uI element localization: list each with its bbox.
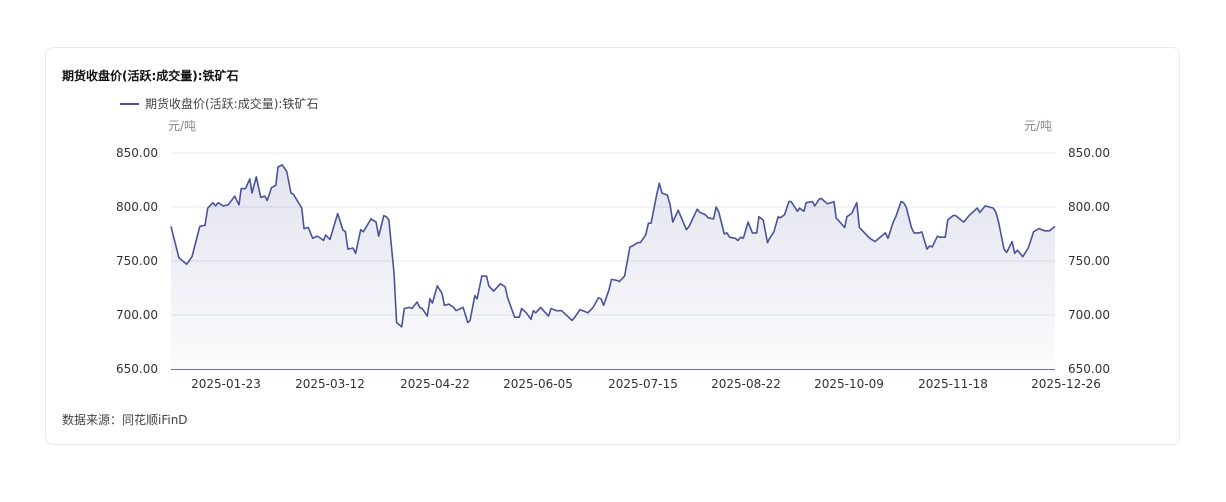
chart-title: 期货收盘价(活跃:成交量):铁矿石 [62,69,239,83]
y-tick-label-left: 700.00 [116,308,158,322]
y-tick-label-right: 850.00 [1068,146,1110,160]
area-fill [171,164,1055,369]
y-axis-left-unit: 元/吨 [168,119,197,133]
y-tick-label-left: 800.00 [116,200,158,214]
x-tick-label: 2025-01-23 [191,377,261,391]
y-tick-label-left: 650.00 [116,362,158,376]
y-tick-label-right: 750.00 [1068,254,1110,268]
y-tick-label-right: 700.00 [1068,308,1110,322]
legend-label: 期货收盘价(活跃:成交量):铁矿石 [145,97,319,111]
chart-card [45,47,1180,445]
x-tick-label: 2025-03-12 [295,377,365,391]
y-tick-label-left: 850.00 [116,146,158,160]
x-tick-label: 2025-08-22 [711,377,781,391]
y-tick-label-right: 800.00 [1068,200,1110,214]
x-tick-label: 2025-06-05 [503,377,573,391]
x-tick-label: 2025-10-09 [814,377,884,391]
data-source: 数据来源：同花顺iFinD [62,413,188,427]
x-tick-label: 2025-04-22 [400,377,470,391]
y-axis-right-unit: 元/吨 [1024,119,1053,133]
x-tick-label: 2025-11-18 [918,377,988,391]
x-tick-label: 2025-12-26 [1031,377,1101,391]
series-line [170,164,1056,328]
y-tick-label-left: 750.00 [116,254,158,268]
legend-item[interactable]: 期货收盘价(活跃:成交量):铁矿石 [120,95,318,112]
y-tick-label-right: 650.00 [1068,362,1110,376]
legend-line-swatch [120,102,139,105]
x-tick-label: 2025-07-15 [608,377,678,391]
